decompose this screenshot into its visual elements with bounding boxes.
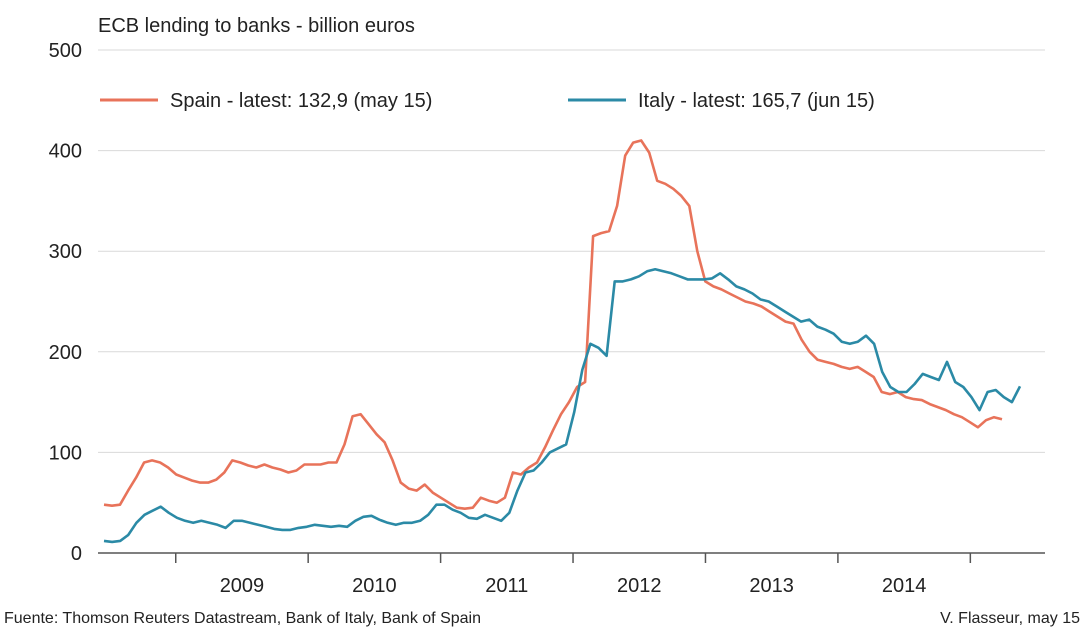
x-tick-label: 2012 [617,575,662,597]
y-tick-label: 0 [71,543,82,565]
spain-series-line [103,139,1003,511]
legend-label: Italy - latest: 165,7 (jun 15) [638,90,875,112]
x-tick-label: 2010 [352,575,397,597]
author-credit: V. Flasseur, may 15 [940,610,1080,627]
y-tick-label: 100 [49,442,82,464]
y-tick-label: 300 [49,241,82,263]
italy-series-line [103,267,1022,544]
y-tick-label: 400 [49,141,82,163]
chart-title: ECB lending to banks - billion euros [98,15,415,37]
y-tick-label: 500 [49,40,82,62]
source-note: Fuente: Thomson Reuters Datastream, Bank… [4,610,481,627]
x-tick-label: 2011 [485,575,528,597]
y-tick-label: 200 [49,342,82,364]
x-tick-label: 2014 [882,575,927,597]
legend-label: Spain - latest: 132,9 (may 15) [170,90,432,112]
line-chart: 0 100 200 300 400 500 2009 2010 2011 2012 2013 2014… [49,15,1045,597]
x-tick-label: 2013 [749,575,794,597]
x-tick-label: 2009 [220,575,265,597]
